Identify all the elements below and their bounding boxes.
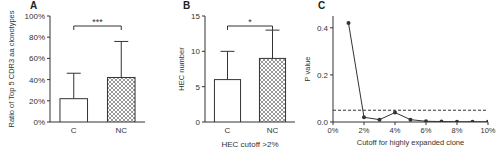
- y-tick-label: 0.4: [317, 24, 329, 33]
- y-tick-label: 60%: [29, 54, 45, 63]
- bar: [214, 80, 240, 122]
- y-tick: [330, 74, 333, 75]
- point: [440, 120, 444, 122]
- bar: [60, 99, 88, 122]
- x-tick-label: NC: [115, 126, 127, 135]
- plot-area: [60, 41, 135, 122]
- panel-label: B: [183, 0, 190, 11]
- y-axis: [50, 16, 51, 122]
- x-tick-label: NC: [267, 126, 279, 135]
- y-tick: [202, 51, 205, 52]
- y-tick-label: 5: [196, 83, 201, 92]
- point: [393, 111, 397, 115]
- y-tick: [47, 79, 50, 80]
- point: [455, 120, 459, 122]
- y-tick-label: 10: [191, 47, 200, 56]
- x-tick: [395, 122, 396, 125]
- x-tick-label: 6%: [421, 126, 432, 135]
- bar: [107, 77, 135, 122]
- y-axis-label: P value: [303, 57, 312, 82]
- threshold-line: [333, 110, 488, 111]
- y-axis-label: Ratio of Top 5 CDR3 aa clonotypes: [7, 10, 16, 127]
- y-tick: [47, 58, 50, 59]
- y-tick: [202, 122, 205, 123]
- plot-area: [333, 21, 488, 122]
- x-tick-label: 8%: [452, 126, 463, 135]
- x-tick-label: 2%: [359, 126, 370, 135]
- point: [409, 118, 413, 122]
- error-bar: [221, 51, 235, 79]
- y-tick-label: 100%: [25, 12, 45, 21]
- y-tick: [47, 122, 50, 123]
- y-axis: [205, 16, 206, 122]
- y-axis-label: HEC number: [177, 47, 186, 91]
- x-tick-label: C: [225, 126, 231, 135]
- y-tick-label: 0%: [33, 118, 45, 127]
- error-bar: [114, 41, 128, 77]
- x-tick: [333, 122, 334, 125]
- figure: A0%20%40%60%80%100%Ratio of Top 5 CDR3 a…: [0, 0, 500, 163]
- y-tick-label: 0: [196, 118, 201, 127]
- x-axis-label: Cutoff for highly expanded clone: [357, 138, 464, 147]
- significance: ***: [92, 17, 103, 27]
- point: [471, 120, 475, 122]
- y-axis: [333, 16, 334, 122]
- x-tick: [426, 122, 427, 125]
- y-tick-label: 0.2: [317, 71, 329, 80]
- x-tick-label: 0%: [328, 126, 339, 135]
- y-tick: [202, 16, 205, 17]
- significance: *: [248, 17, 252, 27]
- y-tick: [47, 100, 50, 101]
- bar: [259, 58, 285, 122]
- x-tick-label: 10%: [480, 126, 495, 135]
- y-tick-label: 40%: [29, 76, 45, 85]
- point: [486, 120, 488, 122]
- x-tick-label: 4%: [390, 126, 401, 135]
- y-tick-label: 15: [191, 12, 200, 21]
- y-tick-label: 20%: [29, 97, 45, 106]
- x-tick: [364, 122, 365, 125]
- panel: C0.00.20.4P value0%2%4%6%8%10%Cutoff for…: [303, 0, 496, 147]
- x-axis-label: HEC cutoff >2%: [222, 140, 279, 149]
- panel-label: A: [30, 0, 37, 11]
- x-tick: [457, 122, 458, 125]
- panel: A 0% 20% 40% 60% 80% 100% Ratio of Top 5 CDR3 a…: [7, 0, 145, 135]
- y-tick: [47, 37, 50, 38]
- panel-label: C: [318, 0, 325, 11]
- point: [424, 119, 428, 122]
- point: [362, 115, 366, 119]
- x-tick-label: C: [71, 126, 77, 135]
- line: [349, 23, 489, 122]
- y-tick: [47, 16, 50, 17]
- error-bar: [67, 73, 81, 98]
- y-tick: [202, 86, 205, 87]
- plot-area: [214, 30, 285, 122]
- error-bar: [266, 30, 280, 58]
- y-tick-label: 80%: [29, 33, 45, 42]
- point: [347, 21, 351, 25]
- y-tick: [330, 27, 333, 28]
- point: [378, 118, 382, 122]
- x-tick: [488, 122, 489, 125]
- panel: B 0 5 10 15 HEC number C NC * HEC cutoff >2%: [177, 0, 295, 149]
